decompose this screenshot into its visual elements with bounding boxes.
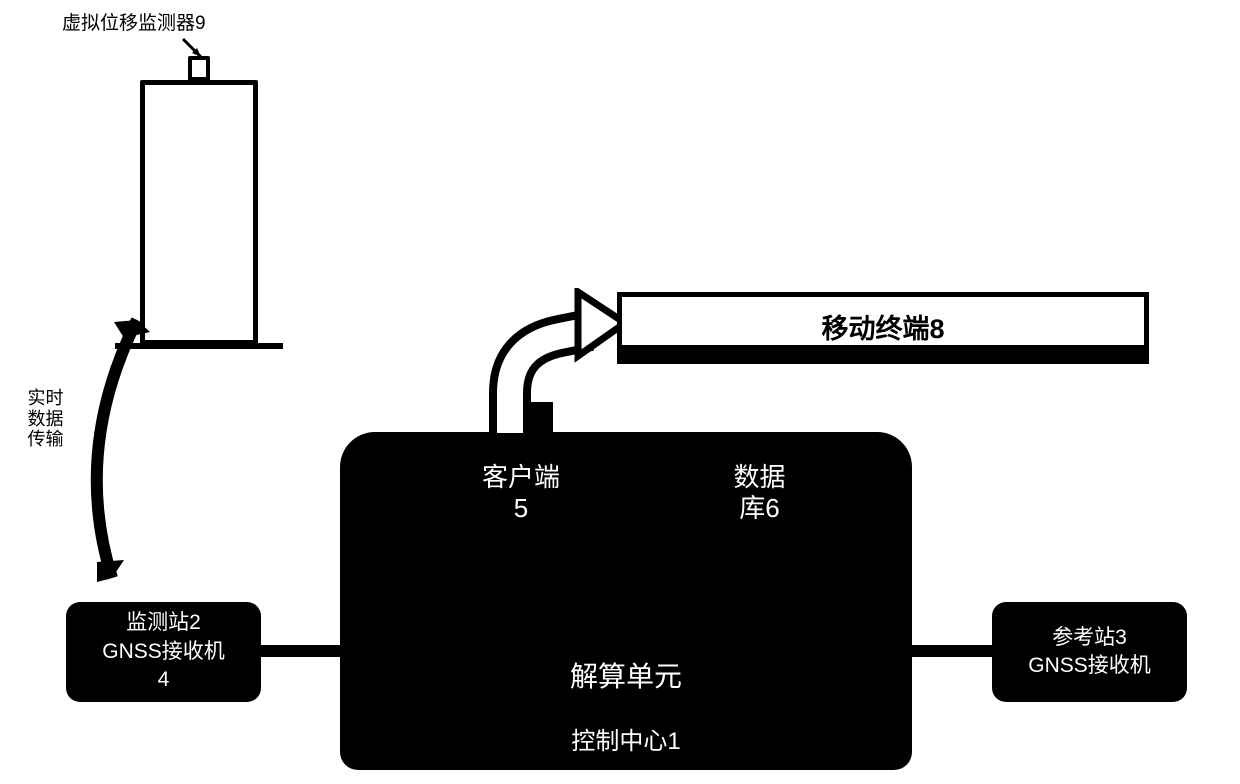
realtime-line2: 数据 [28,409,64,429]
database-text2: 库6 [739,493,779,523]
mobile-terminal-bottom-bar [622,345,1144,359]
database-text1: 数据 [733,462,785,492]
client-label: 客户端 5 [482,462,560,524]
mobile-terminal-label: 移动终端8 [821,307,944,346]
virtual-monitor-label: 虚拟位移监测器9 [62,8,206,35]
curved-arrow-icon [62,310,152,590]
solver-unit-label: 解算单元 [570,655,682,695]
database-label: 数据 库6 [732,462,787,524]
pipe-arrow-icon [450,288,625,433]
client-text: 客户端 [482,462,560,492]
pillar-cap [188,56,210,81]
connector-right [910,645,992,657]
reference-station-node: 参考站3 GNSS接收机 [992,602,1187,702]
control-center-label: 控制中心1 [571,721,680,756]
monitoring-station-line2: GNSS接收机 [66,638,261,666]
reference-station-line1: 参考站3 [992,624,1187,652]
mobile-terminal-node: 移动终端8 [617,292,1149,364]
realtime-line3: 传输 [28,429,64,449]
reference-station-line2: GNSS接收机 [992,652,1187,680]
connector-left [261,645,343,657]
realtime-transmission-label: 实时 数据 传输 [23,388,68,450]
monitoring-station-line3: 4 [66,666,261,694]
control-center-node: 客户端 5 数据 库6 解算单元 控制中心1 [340,432,912,770]
realtime-line1: 实时 [28,388,64,408]
monitoring-station-line1: 监测站2 [66,609,261,637]
pillar-body [140,80,258,345]
client-num: 5 [514,493,528,523]
monitoring-station-node: 监测站2 GNSS接收机 4 [66,602,261,702]
